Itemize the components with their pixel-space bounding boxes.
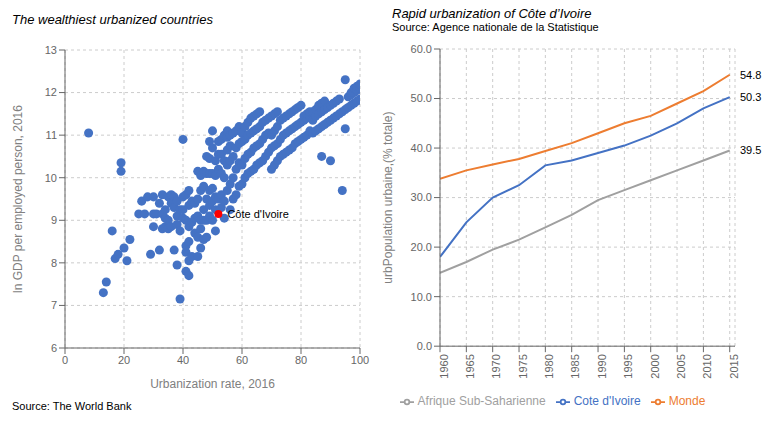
svg-text:2010: 2010 xyxy=(701,354,713,378)
svg-text:12: 12 xyxy=(45,86,57,98)
svg-text:1985: 1985 xyxy=(570,354,582,378)
svg-text:0.0: 0.0 xyxy=(417,340,432,352)
svg-text:60.0: 60.0 xyxy=(411,43,432,55)
svg-text:1980: 1980 xyxy=(543,354,555,378)
html-text:Rapid urbanization of Côte d’I: Rapid urbanization of Côte d’Ivoire xyxy=(392,6,592,21)
html-text:Cote d'Ivoire: Cote d'Ivoire xyxy=(573,394,641,409)
svg-text:54.8: 54.8 xyxy=(740,69,761,81)
svg-text:100: 100 xyxy=(351,354,369,366)
svg-text:Urbanization rate, 2016: Urbanization rate, 2016 xyxy=(150,377,275,391)
svg-text:Côte d'Ivoire: Côte d'Ivoire xyxy=(227,208,288,220)
svg-text:39.5: 39.5 xyxy=(740,144,761,156)
svg-text:ln GDP per employed person, 20: ln GDP per employed person, 2016 xyxy=(11,105,25,293)
svg-text:11: 11 xyxy=(46,129,57,141)
html-text:Monde: Monde xyxy=(668,394,706,409)
svg-text:1995: 1995 xyxy=(622,354,634,378)
svg-text:2015: 2015 xyxy=(728,354,740,378)
svg-text:60: 60 xyxy=(236,354,248,366)
html-text:Source: The World Bank: Source: The World Bank xyxy=(12,400,132,412)
svg-text:2000: 2000 xyxy=(649,354,661,378)
svg-text:30.0: 30.0 xyxy=(411,191,432,203)
svg-text:8: 8 xyxy=(51,257,57,269)
svg-text:1970: 1970 xyxy=(490,354,502,378)
svg-text:6: 6 xyxy=(51,342,57,354)
svg-text:10: 10 xyxy=(45,172,57,184)
svg-text:20: 20 xyxy=(118,354,130,366)
svg-text:10.0: 10.0 xyxy=(411,291,432,303)
svg-text:7: 7 xyxy=(51,299,57,311)
svg-text:40: 40 xyxy=(177,354,189,366)
svg-text:20.0: 20.0 xyxy=(411,241,432,253)
svg-text:1965: 1965 xyxy=(464,354,476,378)
html-text:Source: Agence nationale de la: Source: Agence nationale de la Statistiq… xyxy=(392,21,599,33)
svg-text:1990: 1990 xyxy=(596,354,608,378)
svg-text:1975: 1975 xyxy=(517,354,529,378)
svg-text:50.0: 50.0 xyxy=(411,92,432,104)
svg-text:0: 0 xyxy=(62,354,68,366)
svg-text:urbPopulation urbaine,(% total: urbPopulation urbaine,(% totale) xyxy=(381,112,395,284)
svg-text:80: 80 xyxy=(295,354,307,366)
svg-text:13: 13 xyxy=(45,44,57,56)
html-text:The wealthiest urbanized count: The wealthiest urbanized countries xyxy=(12,12,213,27)
svg-text:9: 9 xyxy=(51,214,57,226)
svg-text:40.0: 40.0 xyxy=(411,142,432,154)
html-text:Afrique Sub-Saharienne: Afrique Sub-Saharienne xyxy=(417,394,546,409)
svg-text:1960: 1960 xyxy=(438,354,450,378)
svg-text:2005: 2005 xyxy=(675,354,687,378)
svg-text:50.3: 50.3 xyxy=(740,91,761,103)
